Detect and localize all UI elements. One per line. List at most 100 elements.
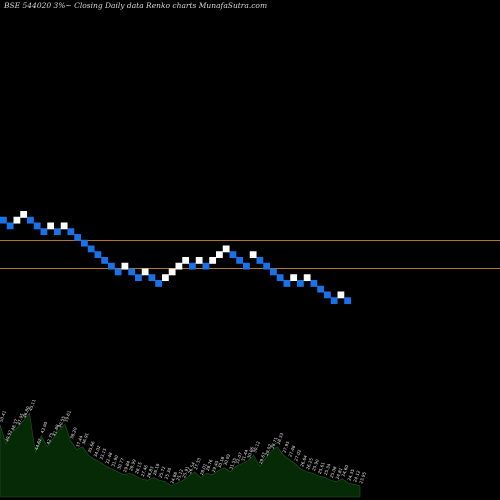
volume-label: 24.35 (346, 468, 355, 481)
volume-label: 26.83 (146, 465, 155, 478)
renko-brick (60, 222, 68, 230)
volume-label: 25.72 (158, 465, 167, 478)
volume-label: 25.08 (329, 465, 338, 478)
volume-label: 48.37 (10, 418, 19, 431)
volume-label: 43.90 (40, 421, 49, 434)
renko-brick (263, 262, 271, 270)
volume-label: 26.25 (305, 457, 314, 470)
volume-label: 41.88 (51, 423, 60, 436)
volume-label: 40.55 (57, 415, 66, 428)
chart-title: BSE 544020 3%~ Closing Daily data Renko … (4, 1, 268, 10)
renko-brick (236, 257, 244, 264)
volume-label: 29.84 (122, 460, 131, 473)
renko-brick (101, 257, 109, 264)
renko-brick (155, 280, 163, 287)
renko-brick (337, 291, 345, 299)
volume-label: 34.02 (93, 444, 102, 457)
renko-brick (67, 228, 75, 236)
volume-label: 23.95 (358, 471, 367, 484)
renko-brick (148, 274, 156, 282)
renko-brick (182, 257, 190, 264)
volume-label: 29.40 (211, 460, 220, 473)
volume-label: 25.91 (181, 465, 190, 478)
volume-label: 28.99 (128, 458, 137, 471)
volume-label: 27.95 (282, 440, 291, 453)
volume-label: 27.48 (287, 444, 296, 457)
volume-label: 25.61 (317, 461, 326, 474)
volume-label: 26.64 (299, 454, 308, 467)
renko-brick (33, 222, 41, 230)
renko-brick (47, 222, 55, 230)
volume-label: 24.88 (169, 471, 178, 484)
renko-brick (135, 274, 142, 282)
renko-brick (81, 239, 88, 247)
volume-label: 28.33 (276, 432, 285, 445)
renko-brick (256, 257, 264, 264)
renko-brick (209, 257, 217, 264)
renko-brick (276, 274, 284, 282)
renko-brick (20, 211, 28, 218)
renko-brick (74, 234, 82, 241)
volume-label: 39.61 (63, 410, 72, 423)
volume-label: 27.02 (293, 449, 302, 462)
renko-brick (324, 291, 331, 299)
renko-bricks (0, 211, 352, 305)
volume-label: 24.81 (335, 467, 344, 480)
volume-label: 31.90 (110, 454, 119, 467)
renko-brick (168, 268, 176, 276)
volume-label: 28.15 (134, 461, 143, 474)
volume-label: 47.95 (16, 412, 25, 425)
volume-label: 27.46 (140, 464, 149, 477)
volume-label: 35.66 (87, 440, 96, 453)
volume-label: 25.90 (311, 458, 320, 471)
renko-brick (195, 257, 203, 264)
renko-brick (290, 274, 298, 282)
renko-brick (128, 268, 136, 276)
volume-label: 26.54 (187, 461, 196, 474)
volume-label: 32.48 (104, 451, 113, 464)
volume-label: 49.92 (4, 429, 13, 442)
volume-label: 33.15 (99, 447, 108, 460)
volume-label: 32.07 (234, 451, 243, 464)
volume-label: 45.11 (28, 398, 37, 411)
renko-brick (175, 262, 183, 270)
volume-label: 31.44 (240, 449, 249, 462)
renko-brick (283, 280, 291, 287)
renko-brick (54, 228, 61, 236)
volume-label: 30.18 (217, 456, 226, 469)
volume-label: 24.12 (352, 469, 361, 482)
volume-label: 27.33 (193, 457, 202, 470)
renko-brick (94, 251, 102, 259)
renko-brick (216, 251, 223, 259)
volume-area (0, 412, 361, 498)
volume-label: 29.02 (264, 443, 273, 456)
volume-label: 28.71 (270, 436, 279, 449)
renko-brick (317, 285, 325, 293)
renko-brick (344, 297, 352, 305)
renko-brick (141, 268, 149, 276)
volume-label: 25.34 (323, 463, 332, 476)
renko-brick (270, 268, 277, 276)
renko-brick (0, 216, 7, 224)
renko-brick (162, 274, 169, 282)
volume-label: 30.92 (223, 453, 232, 466)
volume-label: 50.41 (0, 410, 7, 423)
renko-brick (6, 222, 14, 230)
renko-brick (229, 251, 237, 259)
volume-label: 46.80 (22, 405, 31, 418)
volume-label: 28.01 (199, 463, 208, 476)
renko-brick (310, 280, 318, 287)
volume-label: 30.86 (246, 446, 255, 459)
renko-brick (222, 245, 230, 253)
volume-label: 38.20 (69, 426, 78, 439)
volume-label: 25.30 (163, 467, 172, 480)
volume-label: 26.19 (152, 463, 161, 476)
volume-label: 24.60 (341, 464, 350, 477)
volume-label: 36.91 (81, 432, 90, 445)
volume-label: 31.55 (228, 457, 237, 470)
renko-brick (189, 262, 196, 270)
renko-brick (40, 228, 48, 236)
renko-brick (121, 262, 129, 270)
